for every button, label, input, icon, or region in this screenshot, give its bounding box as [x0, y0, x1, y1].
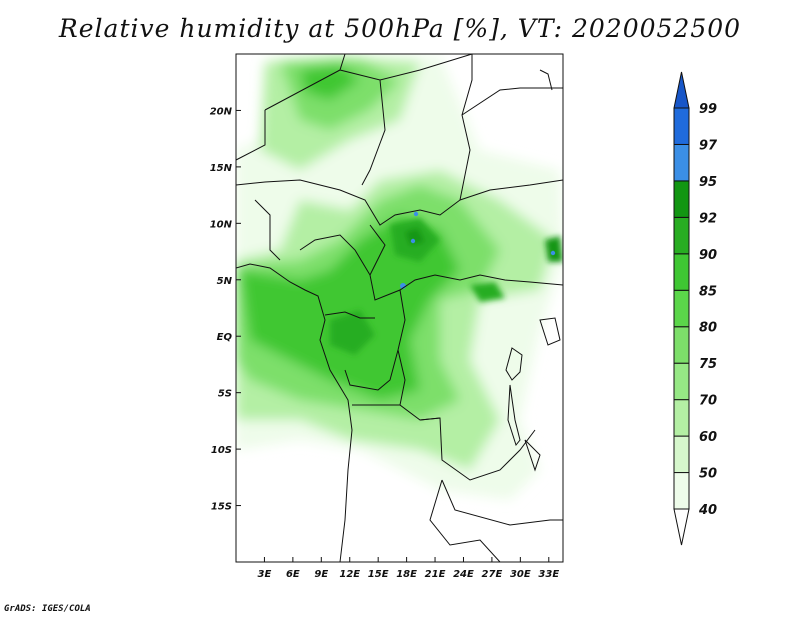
border-east — [459, 87, 563, 201]
page-title: Relative humidity at 500hPa [%], VT: 202… — [58, 14, 742, 43]
lon-tick-label: 9E — [314, 569, 328, 580]
lon-tick-label: 24E — [453, 569, 474, 580]
lat-tick-label: 15S — [211, 502, 232, 513]
lat-tick-label: EQ — [217, 332, 233, 343]
colorbar: 40 50 60 70 75 80 85 90 92 95 97 99 — [673, 71, 718, 546]
lon-tick-label: 33E — [538, 569, 559, 580]
lon-tick-label: 3E — [258, 569, 272, 580]
red-sea-coast — [539, 69, 553, 91]
colorbar-segment — [673, 289, 690, 328]
rh-region-92 — [405, 228, 425, 246]
lon-tick-label: 18E — [396, 569, 417, 580]
colorbar-label: 90 — [699, 248, 717, 263]
colorbar-label: 85 — [699, 284, 717, 299]
colorbar-label: 92 — [699, 211, 717, 226]
lat-tick-label: 15N — [210, 163, 233, 174]
lat-tick-label: 20N — [210, 106, 233, 117]
rh-region-92b — [545, 236, 563, 262]
latitude-axis: 20N 15N 10N 5N EQ 5S 10S 15S — [210, 106, 241, 513]
lon-tick-label: 21E — [425, 569, 446, 580]
lon-tick-label: 12E — [339, 569, 360, 580]
border-drc — [344, 289, 536, 481]
border-sahel — [236, 54, 473, 226]
colorbar-segment — [673, 435, 690, 474]
lon-tick-label: 15E — [368, 569, 389, 580]
border-central — [369, 224, 563, 301]
colorbar-segment — [673, 326, 690, 364]
colorbar-segment — [673, 143, 690, 182]
colorbar-label: 95 — [699, 175, 717, 190]
colorbar-label: 99 — [699, 102, 717, 117]
colorbar-label: 75 — [699, 357, 717, 372]
credit-text: GrADS: IGES/COLA — [4, 604, 91, 614]
rh-region-90c — [470, 282, 505, 302]
colorbar-segment — [673, 216, 690, 255]
rh-spot-95d — [550, 250, 556, 256]
colorbar-segment — [673, 107, 690, 145]
rh-spot-95b — [413, 211, 419, 217]
rh-region-85 — [240, 215, 460, 400]
lon-tick-label: 30E — [510, 569, 531, 580]
longitude-axis: 3E 6E 9E 12E 15E 18E 21E 24E 27E 30E 33E — [258, 557, 559, 580]
border-south — [352, 404, 563, 562]
colorbar-below-triangle — [673, 508, 690, 546]
border-north — [236, 54, 473, 161]
colorbar-label: 40 — [698, 503, 717, 518]
colorbar-label: 97 — [699, 138, 718, 153]
country-borders — [236, 54, 563, 562]
colorbar-label: 70 — [699, 394, 717, 409]
border-west-inner — [254, 199, 375, 319]
lat-tick-label: 10N — [210, 219, 233, 230]
lake-victoria — [505, 347, 523, 381]
colorbar-segment — [673, 180, 690, 218]
rh-spot-95c — [410, 238, 416, 244]
coastline-west — [236, 263, 353, 562]
map-frame — [235, 53, 564, 563]
lon-tick-label: 27E — [482, 569, 503, 580]
lat-tick-label: 5N — [217, 276, 233, 287]
rh-region-90b — [330, 310, 375, 355]
colorbar-segment — [673, 399, 690, 437]
lake-tanganyika — [507, 384, 521, 447]
rh-region-85b — [300, 64, 360, 100]
lat-tick-label: 10S — [211, 445, 232, 456]
lon-tick-label: 6E — [286, 569, 300, 580]
colorbar-above-triangle — [673, 71, 690, 109]
colorbar-segment — [673, 472, 690, 510]
humidity-field — [236, 56, 563, 500]
colorbar-label: 50 — [699, 467, 717, 482]
great-lakes — [524, 317, 561, 472]
colorbar-segment — [673, 362, 690, 401]
colorbar-label: 80 — [699, 321, 717, 336]
colorbar-label: 60 — [699, 430, 717, 445]
colorbar-segment — [673, 253, 690, 291]
lat-tick-label: 5S — [218, 389, 232, 400]
